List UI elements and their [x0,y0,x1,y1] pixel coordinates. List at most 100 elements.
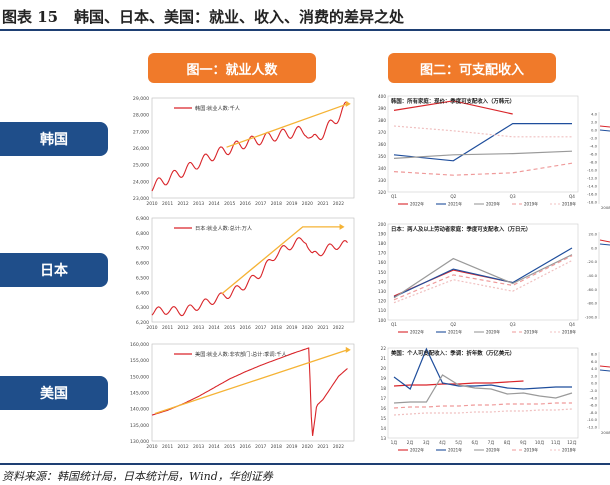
series-line [599,129,610,132]
legend-label: 2021年 [448,201,462,207]
title-rule [0,29,610,31]
x-tick-label: 1月 [391,440,398,446]
figure-title-bar: 图表 15 韩国、日本、美国：就业、收入、消费的差异之处 [0,0,610,30]
y-tick-label: 140,000 [130,407,149,413]
y-tick-label: -18.0 [587,200,597,205]
y-tick-label: 155,000 [130,358,149,364]
x-tick-label: 2008 [601,430,610,435]
x-tick-label: 9月 [520,440,527,446]
trend-line [154,349,349,415]
series-line [599,239,610,243]
side-chart-mid: 20.0 0.0 -20.0 -40.0 -60.0 -80.0 -100.0 [583,230,610,325]
y-tick-label: 370 [378,130,386,135]
y-tick-label: -40.0 [587,273,597,278]
y-tick-label: -2.0 [590,136,598,141]
x-tick-label: Q3 [510,194,516,199]
x-tick-label: 2013 [193,325,204,331]
x-tick-label: 2016 [240,201,251,207]
y-tick-label: 15 [381,416,387,421]
x-tick-label: 11月 [551,440,561,446]
chart-title: 日本：两人及以上劳动者家庭：季度可支配收入（万日元） [391,225,531,233]
x-tick-label: 2017 [255,201,266,207]
trend-line [221,226,342,295]
y-tick-label: -80.0 [587,301,597,306]
country-label-usa: 美国 [0,376,108,410]
x-tick-label: 2011 [162,444,173,450]
y-tick-label: 4.0 [591,112,598,117]
y-tick-label: -60.0 [587,287,597,292]
y-tick-label: 6,800 [136,231,149,237]
legend-label: 2022年 [410,201,424,207]
y-tick-label: -6.0 [590,403,598,408]
x-tick-label: Q4 [569,194,575,199]
legend-label: 美国:就业人数:非农部门:总计:季调:千人 [195,350,287,358]
y-tick-label: 4.0 [591,366,598,371]
legend-label: 2019年 [524,201,538,207]
y-tick-label: 20.0 [589,232,598,237]
y-tick-label: -20.0 [587,259,597,264]
y-tick-label: 360 [378,142,386,147]
y-tick-label: 8.0 [591,352,598,357]
y-tick-label: 18 [381,386,387,391]
series-line [599,369,610,372]
x-tick-label: 2021 [317,444,328,450]
x-tick-label: 2013 [193,444,204,450]
series-line [393,269,513,297]
x-tick-label: 7月 [488,440,495,446]
y-tick-label: 14 [381,426,387,431]
y-tick-label: 6,200 [136,320,149,326]
y-tick-label: 6,900 [136,216,149,222]
legend-label: 2018年 [562,329,576,335]
y-tick-label: 17 [381,396,387,401]
header-employment: 图一：就业人数 [148,53,316,83]
series-line [393,122,572,162]
x-tick-label: 2017 [255,444,266,450]
y-tick-label: 23,000 [133,196,149,202]
legend-label: 2022年 [410,447,424,453]
chart-usa-income: 13 14 15 16 17 18 19 20 21 22 1月 2月 3月 4月 5月 6月 7月 8月 9月 10… [370,340,582,456]
x-tick-label: 2020 [302,444,313,450]
y-tick-label: 29,000 [133,96,149,102]
x-tick-label: 2021 [317,201,328,207]
chart-japan-employment: 6,200 6,300 6,400 6,500 6,600 6,700 6,800 6,900… [118,212,358,334]
series-line [599,243,610,246]
series-line [393,255,573,301]
x-tick-label: 2015 [224,325,235,331]
y-tick-label: 21 [381,356,387,361]
x-tick-label: 2020 [302,201,313,207]
y-tick-label: 22 [381,346,387,351]
x-tick-label: 2010 [146,201,157,207]
x-tick-label: 2010 [146,444,157,450]
y-tick-label: 130 [378,289,386,294]
x-tick-label: 2019 [286,444,297,450]
series-line [393,150,573,159]
y-tick-label: 6,400 [136,290,149,296]
y-tick-label: -2.0 [590,388,598,393]
x-tick-label: 2020 [302,325,313,331]
y-tick-label: 6,700 [136,246,149,252]
legend-label: 2020年 [486,447,500,453]
x-tick-label: 2015 [224,444,235,450]
y-tick-label: 160,000 [130,342,149,348]
y-tick-label: -6.0 [590,152,598,157]
x-tick-label: 2022 [333,325,344,331]
x-tick-label: 12月 [567,440,577,446]
y-tick-label: 200 [378,222,386,227]
x-tick-label: Q1 [391,194,397,199]
x-tick-label: 2012 [177,325,188,331]
y-tick-label: 6,500 [136,275,149,281]
legend-label: 2022年 [410,329,424,335]
series-line [151,237,348,317]
y-tick-label: -4.0 [590,395,598,400]
y-tick-label: 100 [378,318,386,323]
y-tick-label: 340 [378,166,386,171]
y-tick-label: 19 [381,376,387,381]
y-tick-label: 0.0 [591,245,598,250]
y-tick-label: 135,000 [130,423,149,429]
legend-label: 韩国:就业人数:千人 [195,104,240,112]
x-tick-label: 5月 [455,440,462,446]
chart-title: 美国：个人可支配收入：季调：折年数（万亿美元） [391,349,515,357]
y-tick-label: 0.0 [591,128,598,133]
series-line [393,347,572,390]
chart-title: 韩国：所有家庭：现价：季度可支配收入（万韩元） [391,97,515,105]
